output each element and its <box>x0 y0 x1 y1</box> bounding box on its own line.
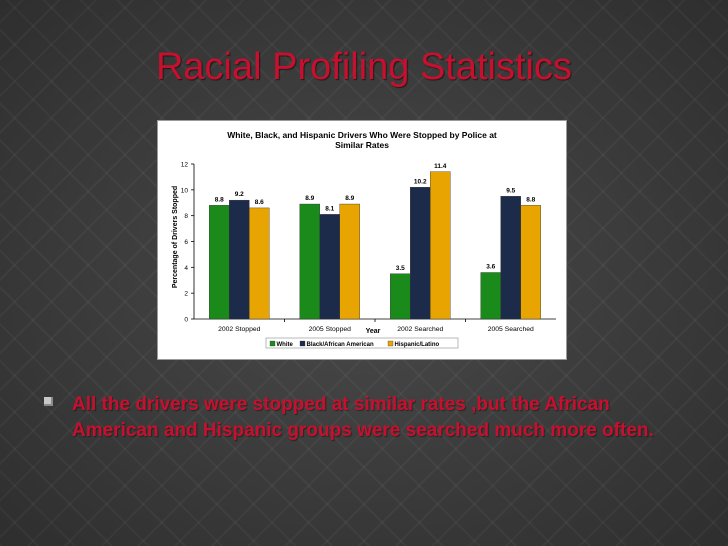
x-tick-label: 2002 Searched <box>397 326 443 333</box>
y-axis-label: Percentage of Drivers Stopped <box>172 186 179 288</box>
x-axis-label: Year <box>366 328 381 335</box>
data-label: 9.5 <box>506 187 515 194</box>
bar <box>520 205 541 320</box>
y-tick-label: 8 <box>184 213 188 220</box>
bar <box>480 272 501 320</box>
legend-swatch <box>299 340 306 347</box>
data-label: 8.9 <box>305 195 314 202</box>
x-tick-label: 2005 Stopped <box>309 326 352 333</box>
data-label: 8.8 <box>215 196 224 203</box>
data-label: 8.8 <box>526 196 535 203</box>
legend-entry: Black/African American <box>307 342 374 348</box>
chart-title: White, Black, and Hispanic Drivers Who W… <box>227 130 497 150</box>
chart-title-line: Similar Rates <box>335 140 389 150</box>
data-label: 9.2 <box>235 191 244 198</box>
bullet-text: All the drivers were stopped at similar … <box>72 394 654 441</box>
y-tick-label: 4 <box>184 265 188 272</box>
bar <box>209 205 230 320</box>
data-label: 10.2 <box>414 178 427 185</box>
legend-swatch <box>387 340 394 347</box>
bar <box>319 214 340 320</box>
bar <box>430 171 451 320</box>
x-tick-label: 2002 Stopped <box>218 326 261 333</box>
square-bullet-icon <box>44 397 53 406</box>
y-tick-label: 10 <box>181 187 189 194</box>
data-label: 11.4 <box>434 163 447 170</box>
legend-entry: Hispanic/Latino <box>395 342 440 348</box>
legend-box <box>265 337 459 349</box>
bullet-list: All the drivers were stopped at similar … <box>44 392 694 444</box>
bar-chart: White, Black, and Hispanic Drivers Who W… <box>172 130 556 349</box>
y-tick-label: 2 <box>184 291 188 298</box>
y-tick-label: 12 <box>181 162 189 169</box>
x-tick-label: 2005 Searched <box>488 326 534 333</box>
chart-container: White, Black, and Hispanic Drivers Who W… <box>157 120 567 360</box>
legend-entry: White <box>277 342 294 348</box>
bar <box>249 207 270 320</box>
y-tick-label: 0 <box>184 317 188 324</box>
bar <box>390 273 411 320</box>
data-label: 8.6 <box>255 199 264 206</box>
plot-area: 0 2 4 6 8 10 12 8.8 9.2 8.6 2002 Stopped 8.9 8.1 8.9 2… <box>181 162 556 333</box>
data-label: 3.5 <box>396 265 405 272</box>
bar <box>299 203 320 320</box>
chart-title-line: White, Black, and Hispanic Drivers Who W… <box>227 130 497 140</box>
bar <box>410 187 431 320</box>
data-label: 8.9 <box>345 195 354 202</box>
y-tick-label: 6 <box>184 239 188 246</box>
data-label: 8.1 <box>325 205 334 212</box>
legend: White Black/African American Hispanic/Lati… <box>265 337 459 349</box>
bar <box>500 196 521 320</box>
bar <box>339 203 360 320</box>
slide-title: Racial Profiling Statistics <box>155 46 573 88</box>
bar <box>229 199 250 320</box>
legend-swatch <box>269 340 276 347</box>
data-label: 3.6 <box>486 264 495 271</box>
